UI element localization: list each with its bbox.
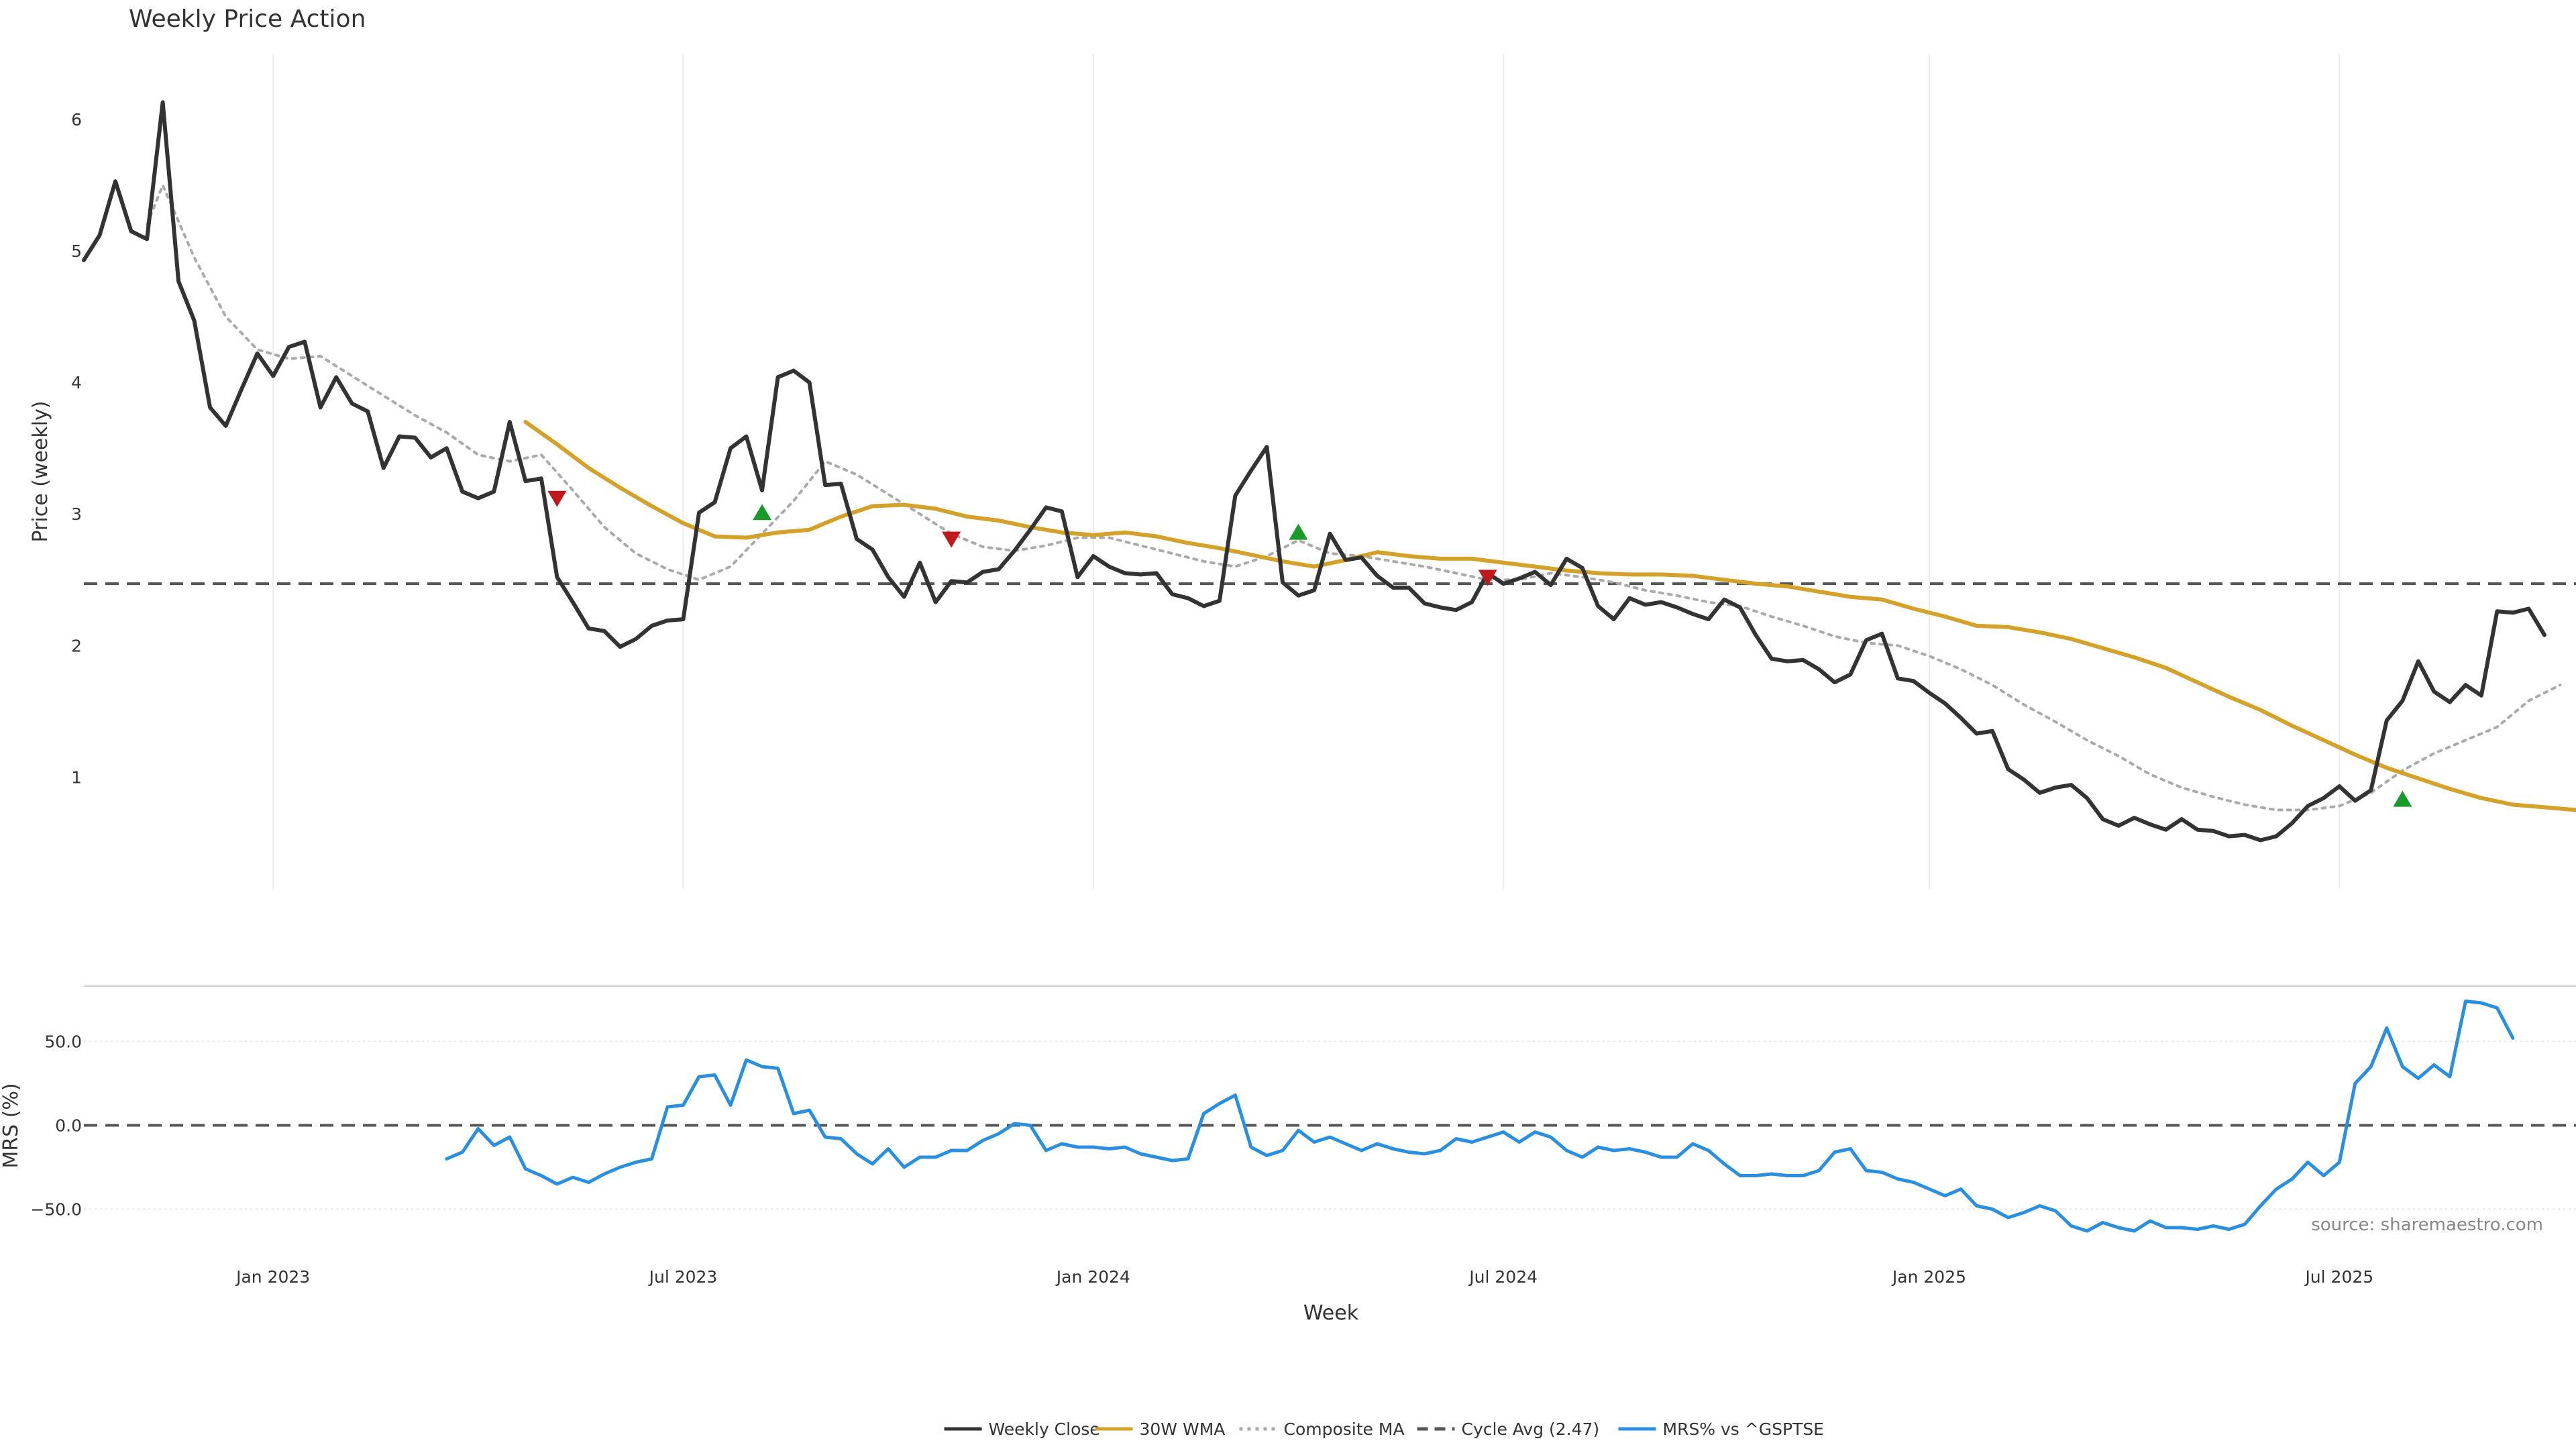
price-y-tick-label: 2 <box>71 636 82 655</box>
sell-signal-marker <box>942 531 961 548</box>
mrs-axis-label: MRS (%) <box>0 1083 23 1168</box>
x-tick-label: Jul 2025 <box>2304 1267 2373 1287</box>
x-tick-label: Jul 2024 <box>1468 1267 1538 1287</box>
x-tick-label: Jan 2024 <box>1055 1267 1130 1287</box>
x-tick-label: Jan 2025 <box>1891 1267 1966 1287</box>
price-y-tick-label: 6 <box>71 110 82 129</box>
source-note: source: sharemaestro.com <box>2311 1215 2543 1235</box>
series-line-weekly-close <box>82 100 2546 843</box>
x-tick-label: Jul 2023 <box>648 1267 718 1287</box>
legend-label: Cycle Avg (2.47) <box>1462 1419 1600 1439</box>
legend-label: MRS% vs ^GSPTSE <box>1663 1419 1824 1439</box>
buy-signal-marker <box>2393 790 2412 807</box>
sell-signal-marker <box>547 490 567 507</box>
sell-signal-marker <box>1478 570 1497 586</box>
price-y-tick-label: 5 <box>71 241 82 261</box>
price-y-tick-label: 4 <box>71 373 82 392</box>
legend-label: Composite MA <box>1284 1419 1405 1439</box>
series-line-composite-ma <box>146 184 2562 812</box>
legend-label: Weekly Close <box>989 1419 1100 1439</box>
buy-signal-marker <box>753 504 772 521</box>
x-axis-label: Week <box>1303 1301 1359 1325</box>
buy-signal-marker <box>1289 523 1308 540</box>
mrs-y-tick-label: 0.0 <box>55 1116 82 1136</box>
mrs-y-tick-label: 50.0 <box>44 1032 82 1052</box>
legend: Weekly Close 30W WMA Composite MA Cycle Avg… <box>944 1419 1824 1439</box>
x-tick-label: Jan 2023 <box>235 1267 310 1287</box>
price-y-tick-label: 3 <box>71 504 82 524</box>
series-line-mrs <box>445 1000 2515 1233</box>
series-line-30w-wma <box>523 420 2576 812</box>
legend-label: 30W WMA <box>1140 1419 1226 1439</box>
chart-title: Weekly Price Action <box>129 5 366 33</box>
mrs-y-tick-label: −50.0 <box>30 1200 82 1220</box>
price-y-tick-label: 1 <box>71 767 82 787</box>
price-axis-label: Price (weekly) <box>29 400 52 542</box>
